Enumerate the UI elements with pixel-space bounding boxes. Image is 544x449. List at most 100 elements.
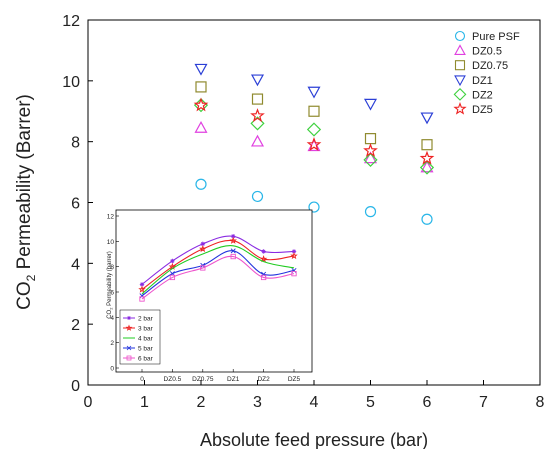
- data-point-dz2: [419, 160, 435, 175]
- data-point-dz5: [193, 97, 209, 112]
- legend-marker-dz0-75: [454, 60, 466, 71]
- main-x-tick-label: 8: [536, 394, 544, 411]
- legend-label-dz2: DZ2: [472, 89, 493, 101]
- inset-point-6-bar: [169, 274, 176, 281]
- data-point-pure-psf: [421, 213, 433, 225]
- data-point-dz5: [306, 136, 322, 151]
- legend-label-dz0-5: DZ0.5: [472, 46, 502, 58]
- inset-line-5-bar: [141, 250, 295, 297]
- data-point-pure-psf: [251, 190, 264, 203]
- series-dz5: [193, 97, 435, 165]
- data-point-dz1: [420, 112, 434, 125]
- legend-label-pure-psf: Pure PSF: [472, 31, 520, 43]
- inset-x-tick-label: DZ5: [288, 376, 301, 383]
- main-y-tick-label: 12: [62, 13, 80, 30]
- inset-point-2-bar: [231, 234, 236, 239]
- inset-x-tick-label: DZ2: [257, 376, 270, 383]
- data-point-dz5: [363, 143, 378, 158]
- legend-marker-dz5: [453, 102, 467, 115]
- inset-series-6-bar: [139, 253, 297, 302]
- inset-line-6-bar: [141, 255, 295, 300]
- inset-series-2-bar: [139, 234, 297, 287]
- data-point-dz1: [194, 63, 208, 76]
- inset-x-tick-label: DZ1: [227, 376, 240, 383]
- main-x-tick-label: 3: [253, 394, 262, 411]
- inset-legend-box: [119, 309, 161, 365]
- legend-label-dz5: DZ5: [472, 104, 493, 116]
- legend-label-dz1: DZ1: [472, 75, 493, 87]
- main-x-tick-label: 6: [423, 394, 432, 411]
- inset-point-6-bar: [260, 274, 267, 281]
- data-point-dz0-5: [194, 120, 208, 133]
- series-dz2: [193, 98, 435, 175]
- data-point-dz2: [306, 122, 322, 137]
- series-pure-psf: [195, 178, 433, 225]
- inset-point-5-bar: [230, 248, 236, 254]
- inset-legend-label-4-bar: 4 bar: [138, 335, 154, 342]
- inset-point-5-bar: [291, 267, 297, 273]
- inset-point-2-bar: [291, 249, 297, 254]
- main-y-tick-label: 2: [71, 317, 80, 334]
- data-point-dz0-75: [251, 93, 264, 105]
- data-point-dz1: [250, 74, 265, 87]
- inset-point-3-bar: [138, 285, 146, 293]
- inset-y-tick-label: 6: [110, 290, 114, 297]
- main-x-tick-label: 1: [140, 394, 149, 411]
- data-point-dz0-5: [363, 151, 378, 164]
- data-point-dz5: [419, 150, 435, 165]
- main-y-axis-label: CO2 Permeability (Barrer): [14, 94, 38, 310]
- legend-marker-dz1: [454, 75, 466, 87]
- inset-point-3-bar: [199, 244, 207, 253]
- legend-marker-dz2: [453, 87, 467, 101]
- inset-legend-marker-6-bar: [126, 355, 132, 361]
- inset-legend-label-6-bar: 6 bar: [138, 355, 154, 362]
- data-point-dz0-75: [308, 105, 320, 117]
- inset-legend-label-2-bar: 2 bar: [138, 315, 154, 322]
- data-point-dz0-75: [195, 81, 207, 93]
- inset-series-3-bar: [138, 236, 298, 293]
- main-x-tick-label: 2: [197, 394, 206, 411]
- inset-point-5-bar: [261, 271, 267, 277]
- main-y-tick-label: 10: [62, 74, 80, 91]
- inset-series-4-bar: [141, 245, 295, 295]
- inset-point-2-bar: [170, 258, 175, 264]
- inset-point-6-bar: [200, 265, 206, 271]
- inset-x-tick-label: 0: [140, 376, 144, 383]
- data-point-dz0-75: [421, 139, 433, 151]
- inset-y-tick-label: 8: [110, 264, 114, 271]
- data-point-dz1: [307, 86, 321, 99]
- data-point-pure-psf: [195, 178, 207, 190]
- inset-point-6-bar: [291, 270, 297, 277]
- legend-marker-pure-psf: [454, 30, 466, 42]
- inset-point-3-bar: [229, 236, 237, 244]
- inset-y-tick-label: 4: [110, 315, 114, 322]
- inset-point-2-bar: [139, 282, 145, 287]
- inset-legend-marker-5-bar: [126, 345, 132, 351]
- inset-point-3-bar: [168, 262, 177, 270]
- data-point-dz2: [250, 116, 265, 131]
- inset-x-tick-label: DZ0.5: [164, 376, 182, 383]
- inset-y-tick-label: 12: [107, 214, 115, 221]
- main-y-tick-label: 4: [71, 256, 80, 273]
- inset-legend-label-5-bar: 5 bar: [138, 345, 154, 352]
- inset-legend-marker-2-bar: [127, 316, 131, 320]
- inset-point-3-bar: [259, 255, 268, 263]
- main-y-tick-label: 6: [71, 196, 80, 213]
- data-point-dz2: [363, 152, 378, 168]
- inset-y-tick-label: 2: [110, 340, 114, 347]
- inset-legend-label-3-bar: 3 bar: [138, 325, 154, 332]
- inset-series-5-bar: [139, 248, 297, 299]
- inset-x-tick-label: DZ0.75: [192, 376, 214, 383]
- series-dz1: [194, 63, 434, 125]
- main-y-tick-label: 8: [71, 135, 80, 152]
- data-point-dz0-5: [250, 134, 265, 147]
- data-point-pure-psf: [308, 201, 320, 213]
- data-point-dz1: [363, 98, 378, 111]
- inset-y-axis-label: CO2 Permeability (barrer): [107, 251, 114, 319]
- inset-point-2-bar: [261, 249, 266, 254]
- inset-y-tick-label: 0: [110, 366, 114, 373]
- inset-point-2-bar: [200, 241, 205, 247]
- data-point-dz5: [250, 108, 265, 123]
- series-dz0-75: [195, 81, 433, 151]
